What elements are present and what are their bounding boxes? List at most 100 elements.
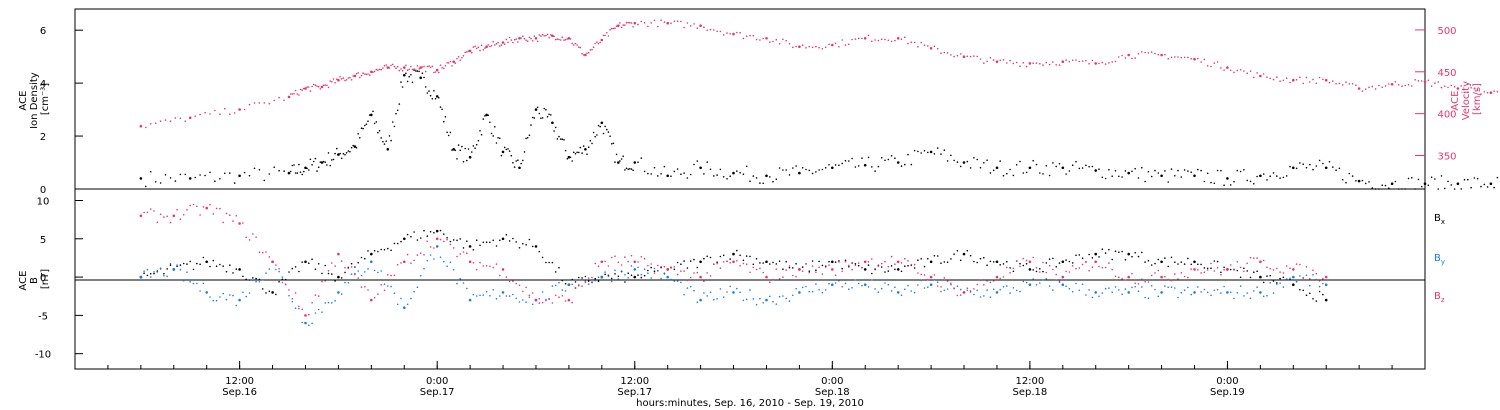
density-dot <box>273 166 276 168</box>
bz-dot <box>1144 281 1146 283</box>
bx-dot <box>548 261 550 264</box>
bz-dot <box>1134 282 1136 285</box>
by-dot <box>759 297 761 300</box>
velocity-point <box>1127 53 1130 57</box>
bx-dot <box>1118 251 1120 253</box>
by-dot <box>904 288 906 291</box>
bz-dot <box>617 261 620 264</box>
bz-dot <box>186 209 188 211</box>
density-dot <box>1213 182 1216 185</box>
by-dot <box>462 282 465 284</box>
density-dot <box>1430 176 1433 178</box>
density-dot <box>953 159 955 162</box>
density-dot <box>525 137 527 140</box>
by-dot <box>1048 285 1051 287</box>
bx-dot <box>1032 269 1034 271</box>
velocity-dot <box>487 44 490 46</box>
bz-dot <box>413 259 415 262</box>
velocity-dot <box>184 120 187 122</box>
bz-point <box>304 314 307 317</box>
velocity-dot <box>1210 65 1212 68</box>
by-dot <box>1137 290 1140 293</box>
velocity-dot <box>1091 59 1094 62</box>
density-dot <box>579 146 582 149</box>
bz-dot <box>1177 278 1179 280</box>
bz-dot <box>594 262 596 265</box>
bz-dot <box>910 263 913 266</box>
velocity-dot <box>248 103 251 106</box>
density-dot <box>821 168 824 171</box>
by-dot <box>327 301 330 304</box>
density-dot <box>443 120 445 123</box>
bx-dot <box>163 273 165 275</box>
velocity-dot <box>1015 61 1018 64</box>
density-dot <box>1404 188 1406 190</box>
by-dot <box>419 275 422 277</box>
density-dot <box>884 159 886 162</box>
bx-dot <box>1190 263 1192 266</box>
velocity-dot <box>851 38 853 41</box>
density-dot <box>1249 180 1252 183</box>
density-dot <box>461 145 463 148</box>
by-dot <box>331 302 333 304</box>
bz-dot <box>808 271 811 274</box>
bz-dot <box>176 208 178 211</box>
density-dot <box>526 137 529 139</box>
velocity-dot <box>505 38 508 41</box>
density-dot <box>632 169 634 172</box>
velocity-point <box>1390 83 1394 86</box>
bx-dot <box>719 255 722 258</box>
bx-dot <box>792 267 794 269</box>
ticks-layer: 0246350400450500-10-5051012:00Sep.160:00… <box>35 26 1457 398</box>
by-dot <box>153 271 155 273</box>
by-dot <box>291 300 294 303</box>
velocity-dot <box>992 59 995 61</box>
velocity-dot <box>1009 59 1011 62</box>
velocity-dot <box>1351 83 1354 85</box>
velocity-dot <box>1318 76 1321 79</box>
velocity-dot <box>1239 69 1242 71</box>
density-point <box>1292 166 1295 170</box>
velocity-dot <box>344 79 346 82</box>
bz-dot <box>301 308 304 311</box>
bz-dot <box>1216 267 1219 269</box>
density-dot <box>439 106 442 108</box>
density-dot <box>464 147 467 150</box>
bz-point <box>435 237 439 241</box>
density-dot <box>1147 170 1150 173</box>
bz-dot <box>1108 262 1110 264</box>
bx-dot <box>222 265 224 267</box>
density-point <box>337 153 340 156</box>
bz-dot <box>801 270 804 272</box>
density-dot <box>451 149 453 151</box>
bz-dot <box>1048 264 1051 267</box>
bz-dot <box>838 261 840 263</box>
bx-dot <box>215 265 218 268</box>
velocity-dot <box>1312 78 1314 81</box>
density-dot <box>1032 159 1034 162</box>
by-dot <box>887 283 890 286</box>
density-dot <box>582 145 585 147</box>
by-dot <box>1052 289 1054 291</box>
velocity-dot <box>1085 59 1087 62</box>
bx-dot <box>459 238 462 240</box>
bz-dot <box>153 210 155 212</box>
bz-dot <box>462 251 465 253</box>
velocity-dot <box>390 64 392 67</box>
density-dot <box>1345 181 1347 184</box>
density-dot <box>398 103 401 105</box>
bx-dot <box>340 277 343 279</box>
by-dot <box>999 288 1001 291</box>
by-dot <box>884 282 886 284</box>
density-point <box>863 163 867 167</box>
by-dot <box>894 286 896 289</box>
density-dot <box>462 160 465 163</box>
density-dot <box>477 139 480 142</box>
density-dot <box>736 170 738 172</box>
velocity-dot <box>1453 86 1456 88</box>
by-dot <box>657 269 659 272</box>
velocity-dot <box>848 43 850 46</box>
velocity-dot <box>513 38 516 41</box>
bz-dot <box>848 264 850 267</box>
by-dot <box>805 285 807 288</box>
